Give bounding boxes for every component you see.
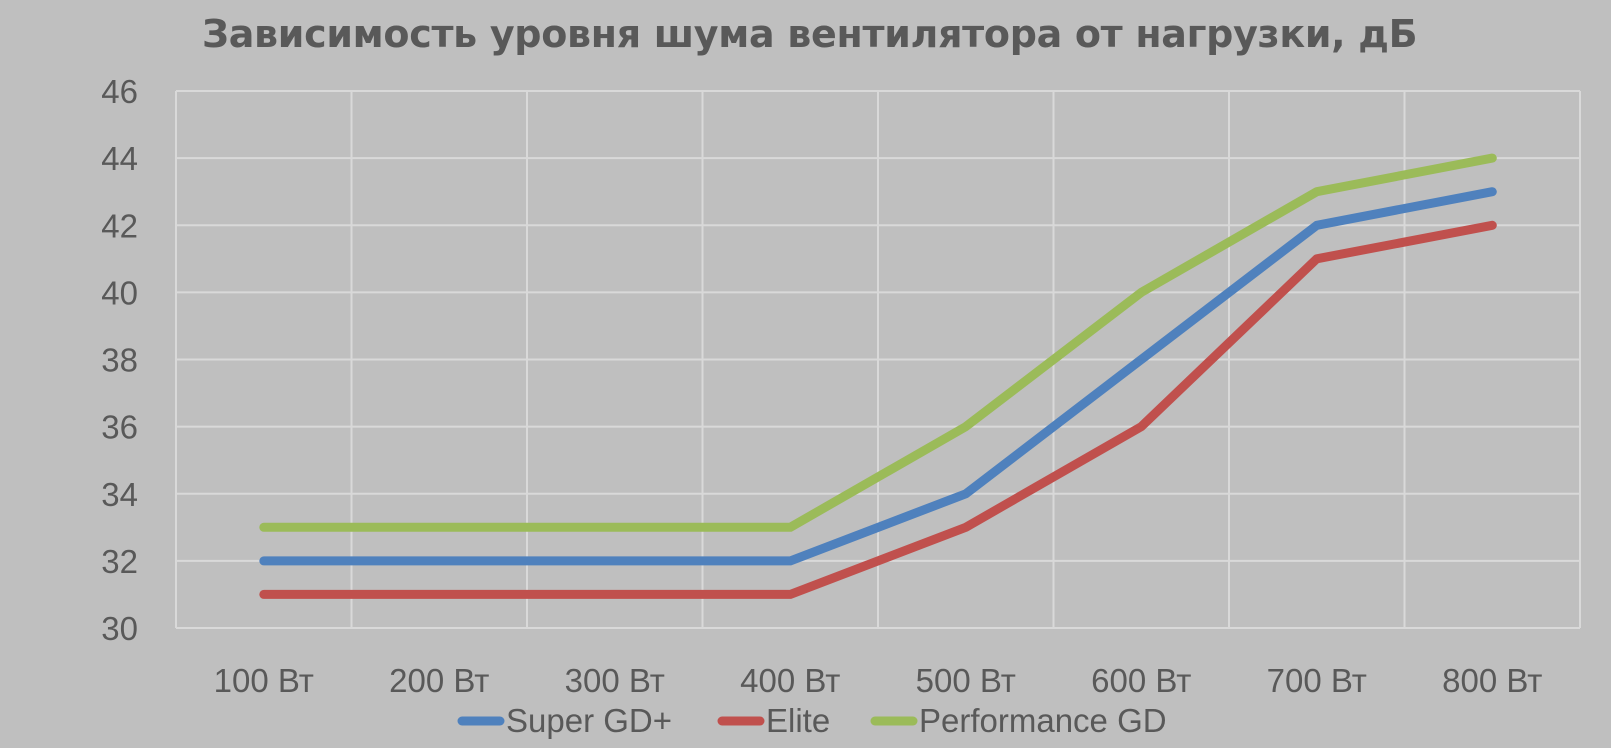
series-lines — [259, 153, 1497, 599]
y-tick-label: 38 — [101, 342, 138, 379]
y-tick-label: 34 — [101, 476, 138, 513]
series-line-1 — [259, 220, 1497, 599]
x-tick-label: 800 Вт — [1442, 662, 1542, 699]
x-tick-label: 300 Вт — [565, 662, 665, 699]
x-tick-label: 200 Вт — [389, 662, 489, 699]
y-tick-label: 32 — [101, 543, 138, 580]
y-axis-ticks: 30 32 34 36 38 40 42 44 46 — [101, 73, 138, 647]
legend-label-1: Elite — [766, 702, 830, 739]
x-tick-label: 500 Вт — [916, 662, 1016, 699]
x-tick-label: 400 Вт — [740, 662, 840, 699]
gridlines — [175, 90, 1581, 629]
series-line-2 — [259, 153, 1497, 532]
legend-label-0: Super GD+ — [506, 702, 672, 739]
x-tick-label: 100 Вт — [214, 662, 314, 699]
y-tick-label: 36 — [101, 409, 138, 446]
x-tick-label: 700 Вт — [1267, 662, 1367, 699]
y-tick-label: 44 — [101, 140, 138, 177]
legend-label-2: Performance GD — [919, 702, 1167, 739]
series-line-0 — [259, 187, 1497, 566]
x-tick-label: 600 Вт — [1091, 662, 1191, 699]
x-axis-ticks: 100 Вт 200 Вт 300 Вт 400 Вт 500 Вт 600 Вт 700 … — [214, 662, 1543, 699]
y-tick-label: 42 — [101, 207, 138, 244]
legend: Super GD+ Elite Performance GD — [457, 702, 1167, 739]
y-tick-label: 30 — [101, 610, 138, 647]
chart-title: Зависимость уровня шума вентилятора от н… — [202, 12, 1418, 56]
y-tick-label: 46 — [101, 73, 138, 110]
y-tick-label: 40 — [101, 274, 138, 311]
